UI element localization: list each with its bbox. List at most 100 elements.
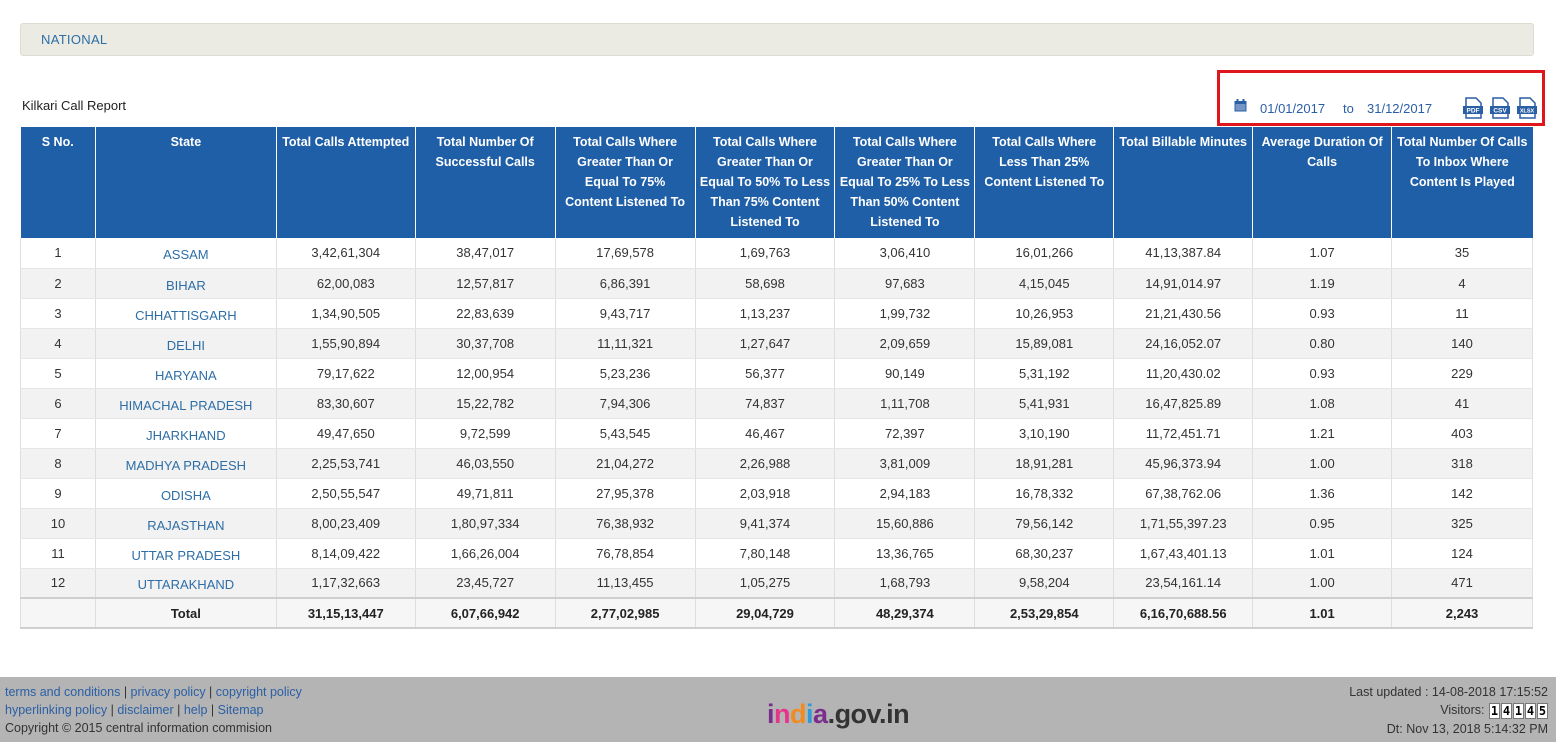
state-cell: CHHATTISGARH xyxy=(95,298,277,329)
table-body: 1 ASSAM 3,42,61,304 38,47,017 17,69,578 1,69,… xyxy=(20,238,1533,599)
current-datetime-text: Dt: Nov 13, 2018 5:14:32 PM xyxy=(1386,721,1548,736)
xlsx-label: XLSX xyxy=(1520,108,1535,114)
table-cell: 9,58,204 xyxy=(974,568,1115,599)
pdf-label: PDF xyxy=(1467,108,1480,115)
state-cell: DELHI xyxy=(95,328,277,359)
hyperlinking-link[interactable]: hyperlinking policy xyxy=(5,703,108,717)
table-cell: 1,34,90,505 xyxy=(276,298,416,329)
column-header: Total Calls Where Greater Than Or Equal … xyxy=(555,127,696,238)
table-cell: 3,81,009 xyxy=(834,448,976,479)
breadcrumb-national-link[interactable]: NATIONAL xyxy=(41,32,108,47)
table-cell: 3,42,61,304 xyxy=(276,238,416,269)
csv-file-icon[interactable]: CSV xyxy=(1490,97,1510,119)
total-cell xyxy=(20,597,96,629)
counter-digit: 4 xyxy=(1501,702,1512,719)
state-link[interactable]: JHARKHAND xyxy=(146,427,226,443)
state-cell: HARYANA xyxy=(95,358,277,389)
counter-digit: 4 xyxy=(1525,702,1536,719)
disclaimer-link[interactable]: disclaimer xyxy=(117,703,174,717)
table-cell: 11 xyxy=(20,538,96,569)
column-header: Total Calls Attempted xyxy=(276,127,416,238)
table-cell: 79,17,622 xyxy=(276,358,416,389)
table-cell: 18,91,281 xyxy=(974,448,1115,479)
state-cell: HIMACHAL PRADESH xyxy=(95,388,277,419)
table-cell: 97,683 xyxy=(834,268,976,299)
table-cell: 5 xyxy=(20,358,96,389)
privacy-link[interactable]: privacy policy xyxy=(130,685,206,699)
table-cell: 8 xyxy=(20,448,96,479)
state-link[interactable]: BIHAR xyxy=(166,277,206,293)
state-link[interactable]: CHHATTISGARH xyxy=(135,307,237,323)
copyright-link[interactable]: copyright policy xyxy=(215,685,302,699)
total-cell: 2,77,02,985 xyxy=(555,597,696,629)
india-gov-logo[interactable]: india.gov.in xyxy=(767,699,910,729)
table-total-row: Total 31,15,13,447 6,07,66,942 2,77,02,985 2… xyxy=(20,597,1533,629)
table-row: 11 UTTAR PRADESH 8,14,09,422 1,66,26,004 76,… xyxy=(20,538,1533,569)
state-link[interactable]: UTTAR PRADESH xyxy=(131,547,241,563)
pdf-file-icon[interactable]: PDF xyxy=(1463,97,1483,119)
table-cell: 58,698 xyxy=(695,268,836,299)
table-cell: 2,50,55,547 xyxy=(276,478,416,509)
report-table: S No. State Total Calls Attempted Total Num… xyxy=(20,127,1533,629)
date-from-value[interactable]: 01/01/2017 xyxy=(1260,101,1326,116)
table-cell: 15,22,782 xyxy=(415,388,556,419)
table-cell: 3,06,410 xyxy=(834,238,976,269)
table-cell: 41,13,387.84 xyxy=(1113,238,1254,269)
column-header: Total Billable Minutes xyxy=(1113,127,1254,238)
date-to-value[interactable]: 31/12/2017 xyxy=(1367,101,1433,116)
table-header: S No. State Total Calls Attempted Total Num… xyxy=(20,127,1533,238)
table-cell: 13,36,765 xyxy=(834,538,976,569)
table-cell: 11,13,455 xyxy=(555,568,696,599)
table-row: 5 HARYANA 79,17,622 12,00,954 5,23,236 56,377… xyxy=(20,358,1533,389)
table-row: 2 BIHAR 62,00,083 12,57,817 6,86,391 58,698 97… xyxy=(20,268,1533,299)
help-link[interactable]: help xyxy=(183,703,208,717)
column-header: State xyxy=(95,127,277,238)
table-cell: 7,94,306 xyxy=(555,388,696,419)
table-cell: 2,25,53,741 xyxy=(276,448,416,479)
table-cell: 62,00,083 xyxy=(276,268,416,299)
sitemap-link[interactable]: Sitemap xyxy=(217,703,264,717)
table-cell: 318 xyxy=(1391,448,1533,479)
state-cell: UTTAR PRADESH xyxy=(95,538,277,569)
state-link[interactable]: RAJASTHAN xyxy=(147,517,225,533)
terms-link[interactable]: terms and conditions xyxy=(5,685,121,699)
table-cell: 12 xyxy=(20,568,96,599)
state-link[interactable]: UTTARAKHAND xyxy=(137,577,235,593)
table-cell: 76,78,854 xyxy=(555,538,696,569)
table-cell: 2,03,918 xyxy=(695,478,836,509)
table-cell: 2 xyxy=(20,268,96,299)
xlsx-file-icon[interactable]: XLSX xyxy=(1517,97,1537,119)
table-cell: 2,09,659 xyxy=(834,328,976,359)
state-link[interactable]: ASSAM xyxy=(163,247,209,263)
table-cell: 1.00 xyxy=(1252,448,1393,479)
state-link[interactable]: HIMACHAL PRADESH xyxy=(119,397,253,413)
state-link[interactable]: ODISHA xyxy=(160,487,211,503)
table-header-row: S No. State Total Calls Attempted Total Num… xyxy=(20,127,1533,238)
state-link[interactable]: HARYANA xyxy=(155,367,217,383)
column-header: Total Calls Where Greater Than Or Equal … xyxy=(695,127,836,238)
calendar-icon[interactable] xyxy=(1234,99,1247,112)
table-cell: 35 xyxy=(1391,238,1533,269)
table-cell: 0.80 xyxy=(1252,328,1393,359)
table-cell: 124 xyxy=(1391,538,1533,569)
table-cell: 9,72,599 xyxy=(415,418,556,449)
table-cell: 46,467 xyxy=(695,418,836,449)
state-link[interactable]: DELHI xyxy=(166,337,206,353)
table-cell: 5,43,545 xyxy=(555,418,696,449)
table-cell: 21,04,272 xyxy=(555,448,696,479)
csv-label: CSV xyxy=(1493,108,1507,115)
table-cell: 22,83,639 xyxy=(415,298,556,329)
column-header: Total Calls Where Less Than 25% Content … xyxy=(974,127,1115,238)
total-cell: 1.01 xyxy=(1252,597,1393,629)
state-link[interactable]: MADHYA PRADESH xyxy=(125,457,247,473)
table-cell: 49,71,811 xyxy=(415,478,556,509)
table-cell: 0.95 xyxy=(1252,508,1393,539)
visitors-label: Visitors: xyxy=(1440,703,1485,717)
total-cell: 2,243 xyxy=(1391,597,1533,629)
table-footer: Total 31,15,13,447 6,07,66,942 2,77,02,985 2… xyxy=(20,597,1533,629)
total-cell: 6,16,70,688.56 xyxy=(1113,597,1254,629)
total-cell: 48,29,374 xyxy=(834,597,976,629)
table-cell: 7,80,148 xyxy=(695,538,836,569)
state-cell: BIHAR xyxy=(95,268,277,299)
table-cell: 68,30,237 xyxy=(974,538,1115,569)
